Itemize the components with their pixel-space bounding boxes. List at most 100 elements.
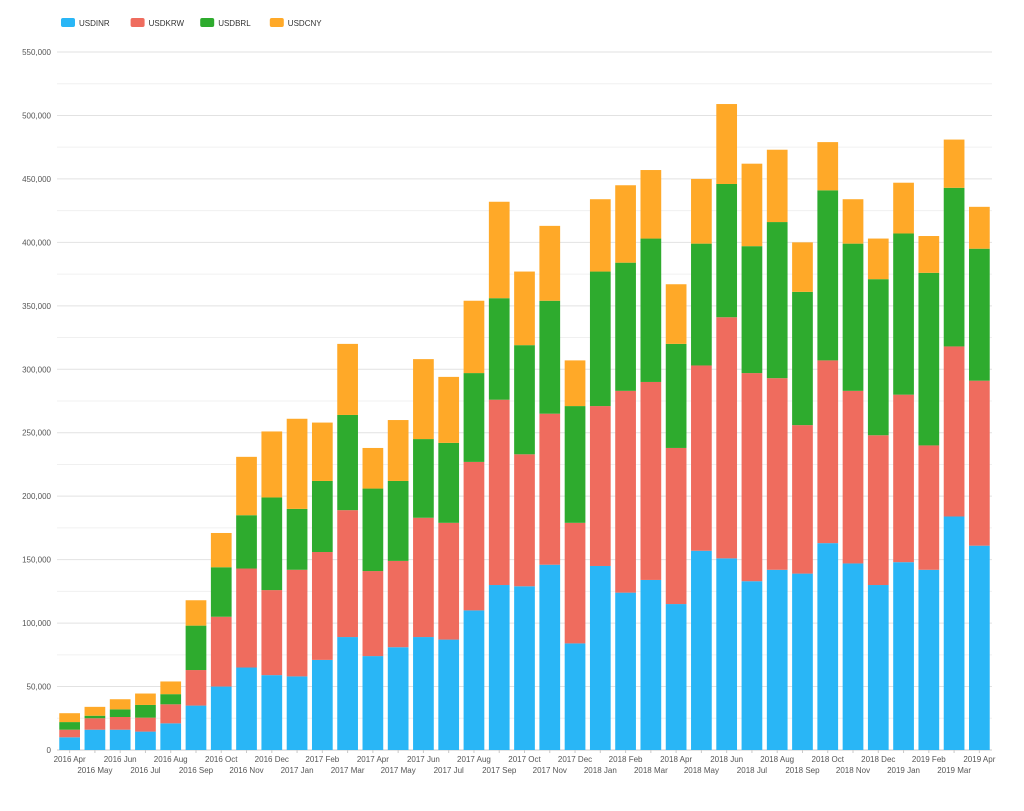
bar-usdcny[interactable]: [413, 359, 434, 440]
bar-usdinr[interactable]: [463, 610, 485, 750]
bar-usdkrw[interactable]: [817, 360, 839, 544]
bar-usdbrl[interactable]: [311, 480, 333, 553]
bar-usdbrl[interactable]: [387, 480, 409, 561]
bar-usdcny[interactable]: [842, 199, 864, 244]
bar-usdbrl[interactable]: [185, 625, 207, 671]
bar-usdkrw[interactable]: [741, 373, 763, 582]
bar-usdkrw[interactable]: [311, 552, 333, 660]
bar-usdbrl[interactable]: [286, 508, 308, 570]
bar-usdinr[interactable]: [589, 565, 611, 750]
bar-usdinr[interactable]: [766, 569, 788, 750]
bar-usdbrl[interactable]: [716, 183, 738, 318]
bar-usdinr[interactable]: [969, 545, 990, 750]
bar-usdbrl[interactable]: [413, 439, 434, 518]
bar-usdbrl[interactable]: [261, 497, 283, 591]
bar-usdbrl[interactable]: [691, 243, 712, 366]
bar-usdinr[interactable]: [615, 592, 636, 750]
bar-usdinr[interactable]: [261, 675, 283, 750]
bar-usdcny[interactable]: [286, 418, 308, 509]
bar-usdinr[interactable]: [514, 586, 535, 750]
bar-usdbrl[interactable]: [615, 262, 636, 391]
bar-usdcny[interactable]: [337, 343, 358, 415]
bar-usdcny[interactable]: [817, 142, 839, 191]
bar-usdcny[interactable]: [362, 447, 384, 489]
bar-usdkrw[interactable]: [387, 560, 409, 648]
bar-usdkrw[interactable]: [691, 365, 712, 551]
bar-usdcny[interactable]: [236, 456, 257, 516]
bar-usdbrl[interactable]: [817, 190, 839, 361]
bar-usdbrl[interactable]: [488, 298, 510, 400]
bar-usdbrl[interactable]: [867, 279, 889, 436]
bar-usdcny[interactable]: [135, 693, 156, 705]
bar-usdcny[interactable]: [716, 104, 738, 184]
bar-usdkrw[interactable]: [589, 406, 611, 566]
bar-usdkrw[interactable]: [84, 718, 106, 730]
bar-usdbrl[interactable]: [362, 488, 384, 572]
bar-usdcny[interactable]: [261, 431, 283, 498]
bar-usdkrw[interactable]: [665, 447, 687, 605]
bar-usdbrl[interactable]: [539, 300, 561, 414]
bar-usdcny[interactable]: [185, 600, 207, 626]
bar-usdcny[interactable]: [943, 139, 965, 188]
bar-usdcny[interactable]: [463, 300, 485, 374]
bar-usdkrw[interactable]: [286, 569, 308, 677]
bar-usdinr[interactable]: [185, 705, 207, 750]
bar-usdkrw[interactable]: [564, 522, 586, 644]
bar-usdkrw[interactable]: [261, 590, 283, 676]
bar-usdinr[interactable]: [135, 731, 156, 750]
bar-usdkrw[interactable]: [210, 616, 232, 687]
bar-usdinr[interactable]: [867, 585, 889, 750]
bar-usdinr[interactable]: [893, 562, 914, 750]
bar-usdkrw[interactable]: [539, 413, 561, 565]
bar-usdkrw[interactable]: [413, 517, 434, 638]
legend-item-usdinr[interactable]: USDINR: [61, 18, 110, 28]
bar-usdkrw[interactable]: [792, 425, 813, 574]
bar-usdbrl[interactable]: [969, 248, 990, 381]
bar-usdinr[interactable]: [691, 550, 712, 750]
bar-usdinr[interactable]: [918, 569, 940, 750]
legend-item-usdkrw[interactable]: USDKRW: [130, 18, 185, 28]
bar-usdbrl[interactable]: [135, 704, 156, 718]
bar-usdcny[interactable]: [539, 225, 561, 301]
bar-usdinr[interactable]: [438, 639, 460, 750]
bar-usdinr[interactable]: [943, 516, 965, 750]
bar-usdinr[interactable]: [539, 564, 561, 750]
bar-usdkrw[interactable]: [337, 510, 358, 638]
bar-usdinr[interactable]: [84, 729, 106, 750]
bar-usdinr[interactable]: [337, 637, 358, 750]
bar-usdbrl[interactable]: [84, 715, 106, 719]
bar-usdbrl[interactable]: [160, 694, 182, 705]
bar-usdbrl[interactable]: [463, 373, 485, 462]
bar-usdcny[interactable]: [589, 199, 611, 272]
bar-usdcny[interactable]: [59, 713, 80, 723]
bar-usdkrw[interactable]: [640, 381, 662, 580]
bar-usdinr[interactable]: [387, 647, 409, 750]
bar-usdinr[interactable]: [817, 543, 839, 750]
bar-usdkrw[interactable]: [867, 435, 889, 586]
legend-item-usdcny[interactable]: USDCNY: [269, 18, 322, 28]
bar-usdbrl[interactable]: [109, 709, 131, 718]
bar-usdkrw[interactable]: [463, 461, 485, 611]
bar-usdkrw[interactable]: [893, 394, 914, 563]
bar-usdkrw[interactable]: [362, 571, 384, 657]
bar-usdbrl[interactable]: [792, 291, 813, 426]
bar-usdinr[interactable]: [741, 581, 763, 750]
bar-usdbrl[interactable]: [236, 515, 257, 569]
bar-usdkrw[interactable]: [615, 390, 636, 593]
bar-usdcny[interactable]: [564, 360, 586, 407]
bar-usdcny[interactable]: [514, 271, 535, 346]
bar-usdkrw[interactable]: [842, 390, 864, 564]
bar-usdcny[interactable]: [918, 236, 940, 273]
bar-usdbrl[interactable]: [337, 414, 358, 511]
legend-item-usdbrl[interactable]: USDBRL: [200, 18, 251, 28]
bar-usdkrw[interactable]: [918, 445, 940, 570]
bar-usdkrw[interactable]: [160, 704, 182, 724]
bar-usdinr[interactable]: [716, 558, 738, 750]
bar-usdcny[interactable]: [691, 178, 712, 244]
bar-usdinr[interactable]: [665, 604, 687, 750]
bar-usdkrw[interactable]: [514, 454, 535, 587]
bar-usdcny[interactable]: [438, 376, 460, 443]
bar-usdbrl[interactable]: [59, 722, 80, 730]
bar-usdbrl[interactable]: [438, 442, 460, 523]
bar-usdinr[interactable]: [109, 729, 131, 750]
